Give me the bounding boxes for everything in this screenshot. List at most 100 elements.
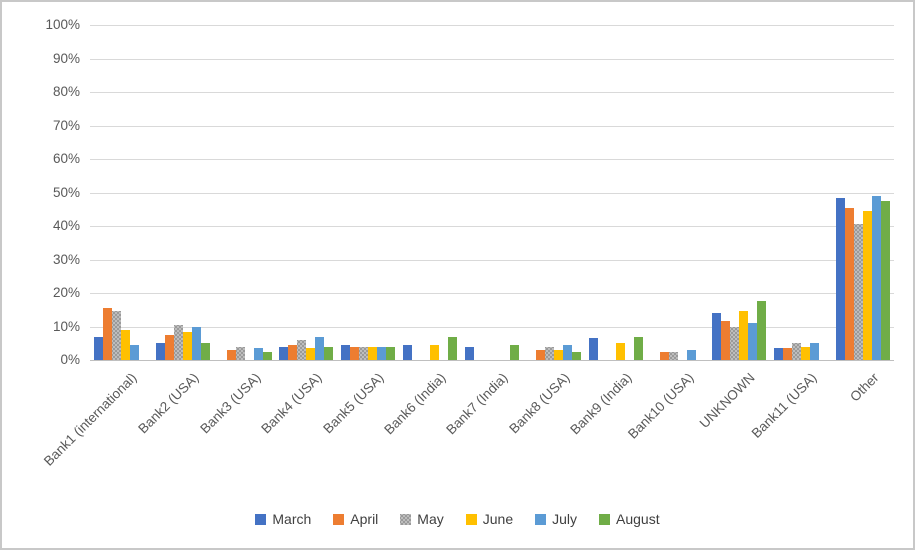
legend-label: August	[616, 511, 660, 527]
bar-march-bank6-india[interactable]	[403, 344, 413, 360]
bar-slot	[553, 25, 563, 360]
bar-april-bank3-usa[interactable]	[226, 349, 236, 360]
x-axis-category-label: UNKNOWN	[696, 370, 758, 431]
bar-august-unknown[interactable]	[757, 301, 767, 360]
bar-march-bank9-india[interactable]	[588, 338, 598, 360]
bar-july-bank1-international[interactable]	[129, 344, 139, 360]
bar-slot	[527, 25, 536, 360]
legend-item-august[interactable]: August	[599, 511, 660, 527]
bar-june-bank2-usa[interactable]	[182, 331, 192, 360]
bar-march-bank5-usa[interactable]	[341, 344, 351, 360]
gridline	[90, 326, 894, 328]
bar-april-bank10-usa[interactable]	[659, 351, 669, 360]
bar-august-bank5-usa[interactable]	[386, 346, 396, 360]
bar-may-bank4-usa[interactable]	[297, 339, 307, 360]
bar-april-bank11-usa[interactable]	[783, 348, 793, 360]
bar-may-bank11-usa[interactable]	[792, 343, 802, 360]
bar-june-unknown[interactable]	[739, 311, 749, 360]
bar-august-bank4-usa[interactable]	[324, 346, 334, 360]
bar-may-bank10-usa[interactable]	[668, 351, 678, 360]
bar-july-bank4-usa[interactable]	[315, 336, 325, 360]
bar-group-5	[337, 25, 399, 360]
bar-june-bank6-india[interactable]	[430, 344, 440, 360]
bar-july-unknown[interactable]	[748, 323, 758, 360]
bar-june-bank8-usa[interactable]	[553, 349, 563, 360]
y-axis-tick-label: 20%	[52, 285, 80, 300]
gridline	[90, 92, 894, 93]
bar-slot	[562, 25, 572, 360]
bar-june-bank4-usa[interactable]	[306, 348, 316, 360]
legend-item-june[interactable]: June	[465, 511, 513, 527]
bar-march-other[interactable]	[836, 197, 846, 360]
bar-july-bank3-usa[interactable]	[253, 348, 263, 360]
bar-slot	[678, 25, 687, 360]
bar-april-bank2-usa[interactable]	[164, 334, 174, 360]
bar-april-bank4-usa[interactable]	[288, 344, 298, 360]
bar-april-bank8-usa[interactable]	[535, 349, 545, 360]
bar-slot	[501, 25, 510, 360]
bar-august-bank8-usa[interactable]	[571, 351, 581, 360]
bar-slot	[120, 25, 130, 360]
bar-april-unknown[interactable]	[721, 321, 731, 360]
bar-june-other[interactable]	[863, 210, 873, 360]
bar-may-bank2-usa[interactable]	[173, 324, 183, 360]
bar-august-other[interactable]	[881, 200, 891, 360]
bar-march-bank11-usa[interactable]	[774, 348, 784, 360]
bar-slot	[253, 25, 263, 360]
bar-june-bank5-usa[interactable]	[368, 346, 378, 360]
bar-slot	[668, 25, 678, 360]
bar-slot	[607, 25, 616, 360]
bar-august-bank9-india[interactable]	[633, 336, 643, 360]
bar-june-bank9-india[interactable]	[615, 343, 625, 360]
bar-slot	[783, 25, 793, 360]
bar-july-bank2-usa[interactable]	[191, 326, 201, 360]
legend-item-april[interactable]: April	[333, 511, 378, 527]
bar-march-unknown[interactable]	[712, 313, 722, 360]
bar-august-bank3-usa[interactable]	[262, 351, 272, 360]
bar-april-other[interactable]	[845, 207, 855, 360]
bar-july-bank5-usa[interactable]	[377, 346, 387, 360]
bar-june-bank11-usa[interactable]	[801, 346, 811, 360]
bar-group-1	[90, 25, 152, 360]
legend-swatch-april-icon	[333, 513, 345, 525]
bar-august-bank6-india[interactable]	[448, 336, 458, 360]
bar-slot	[235, 25, 245, 360]
legend-item-july[interactable]: July	[535, 511, 577, 527]
bar-may-bank8-usa[interactable]	[544, 346, 554, 360]
bar-april-bank1-international[interactable]	[102, 308, 112, 360]
bar-slot	[386, 25, 396, 360]
bar-july-other[interactable]	[872, 195, 882, 360]
bar-april-bank5-usa[interactable]	[350, 346, 360, 360]
bar-may-other[interactable]	[854, 224, 864, 360]
legend-item-may[interactable]: May	[400, 511, 444, 527]
y-axis-tick-label: 80%	[52, 84, 80, 99]
bar-may-bank3-usa[interactable]	[235, 346, 245, 360]
bar-august-bank7-india[interactable]	[509, 344, 519, 360]
bar-march-bank4-usa[interactable]	[279, 346, 289, 360]
y-axis-tick-label: 40%	[52, 218, 80, 233]
bar-group-12	[770, 25, 832, 360]
legend-item-march[interactable]: March	[255, 511, 311, 527]
bar-march-bank2-usa[interactable]	[155, 343, 165, 360]
x-axis-category-label: Bank6 (India)	[381, 370, 449, 438]
x-axis-category-label: Bank2 (USA)	[135, 370, 202, 437]
bar-slot	[377, 25, 387, 360]
bar-august-bank2-usa[interactable]	[200, 343, 210, 360]
bar-july-bank8-usa[interactable]	[562, 344, 572, 360]
bar-july-bank10-usa[interactable]	[686, 349, 696, 360]
bar-slot	[448, 25, 458, 360]
bar-slot	[872, 25, 882, 360]
bar-slot	[226, 25, 236, 360]
bar-slot	[102, 25, 112, 360]
bar-march-bank7-india[interactable]	[464, 346, 474, 360]
bar-slot	[218, 25, 227, 360]
bar-july-bank11-usa[interactable]	[810, 343, 820, 360]
y-axis-tick-label: 70%	[52, 117, 80, 133]
bar-march-bank1-international[interactable]	[93, 336, 103, 360]
bar-june-bank1-international[interactable]	[120, 329, 130, 360]
bar-slot	[182, 25, 192, 360]
bar-may-bank5-usa[interactable]	[359, 346, 369, 360]
bar-may-bank1-international[interactable]	[111, 311, 121, 360]
bar-may-unknown[interactable]	[730, 326, 740, 360]
